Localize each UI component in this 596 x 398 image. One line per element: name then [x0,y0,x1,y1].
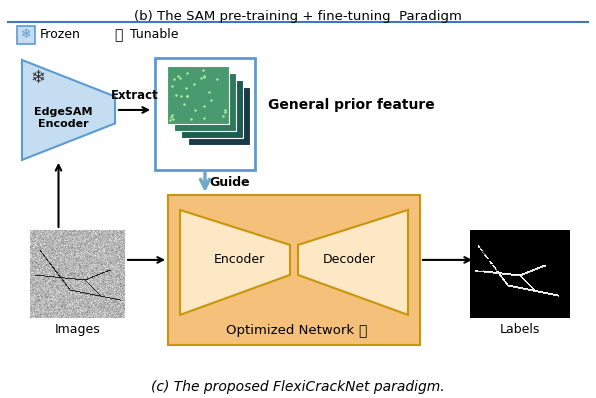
Polygon shape [180,210,290,315]
Text: Decoder: Decoder [322,254,375,266]
Text: 🔥: 🔥 [358,324,366,338]
Text: Guide: Guide [209,176,250,189]
FancyBboxPatch shape [17,26,35,44]
Text: (b) The SAM pre-training + fine-tuning  Paradigm: (b) The SAM pre-training + fine-tuning P… [134,10,462,23]
Text: Images: Images [55,324,100,336]
FancyBboxPatch shape [155,58,255,170]
Text: 🔥: 🔥 [114,28,122,42]
Text: Labels: Labels [500,324,540,336]
Text: Encoder: Encoder [213,254,265,266]
Text: EdgeSAM
Encoder: EdgeSAM Encoder [34,107,93,129]
Text: Optimized Network: Optimized Network [226,324,362,338]
Bar [181,80,243,138]
Bar [167,66,229,124]
Text: ❄: ❄ [30,69,45,87]
Text: Extract: Extract [111,89,159,102]
Polygon shape [22,60,115,160]
Text: Frozen: Frozen [40,29,81,41]
Text: (c) The proposed FlexiCrackNet paradigm.: (c) The proposed FlexiCrackNet paradigm. [151,380,445,394]
Bar [188,87,250,145]
Bar [174,73,236,131]
Text: Supervised
Loss: Supervised Loss [477,246,543,274]
Text: General prior feature: General prior feature [268,98,434,112]
Bar [168,195,420,345]
Text: ❄: ❄ [21,29,31,41]
Polygon shape [298,210,408,315]
Text: Tunable: Tunable [130,29,178,41]
